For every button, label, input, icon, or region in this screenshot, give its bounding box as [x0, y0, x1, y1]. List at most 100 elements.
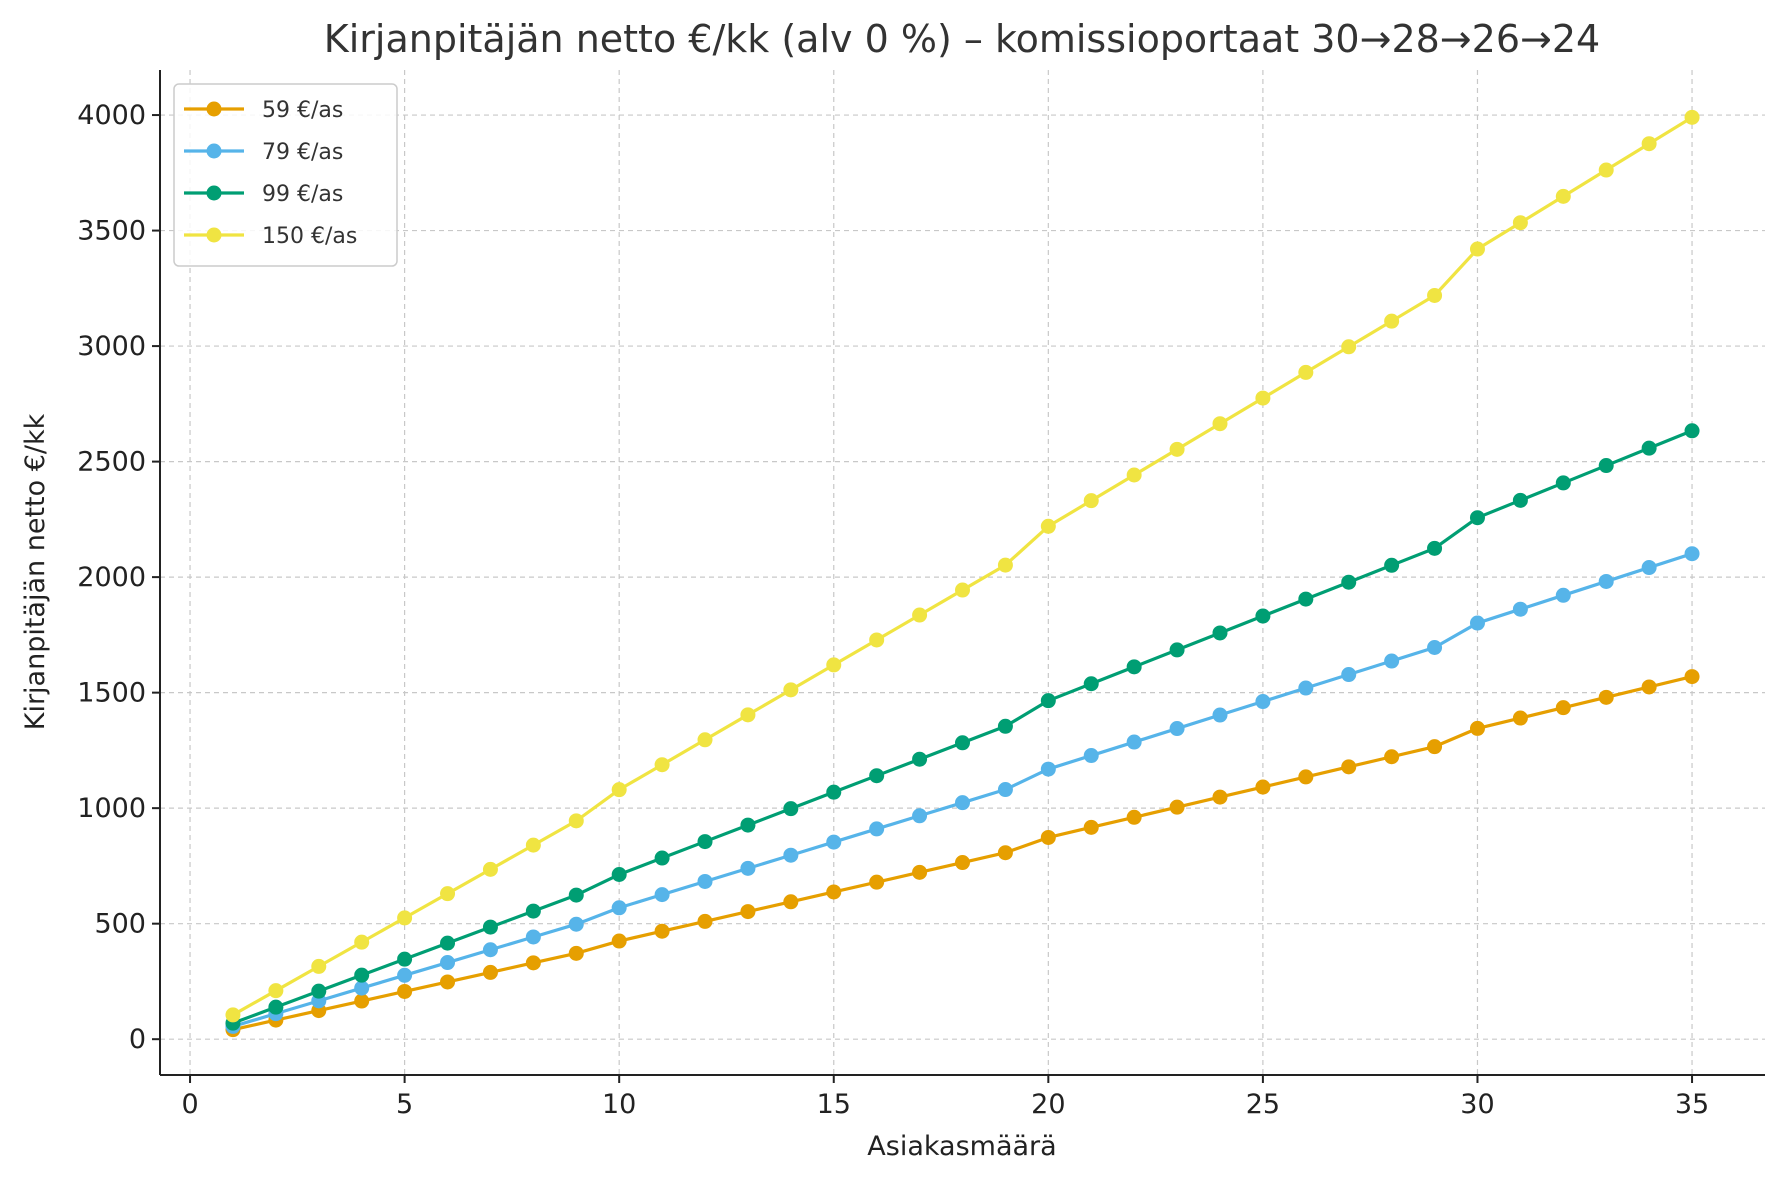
data-point [912, 751, 928, 767]
y-tick-label: 500 [94, 909, 146, 940]
data-point [826, 884, 842, 900]
data-point [525, 903, 541, 919]
data-point [482, 861, 498, 877]
data-point [740, 707, 756, 723]
data-point [1169, 441, 1185, 457]
data-point [697, 834, 713, 850]
data-point [440, 886, 456, 902]
data-point [268, 983, 284, 999]
y-tick-label: 3000 [77, 331, 146, 362]
data-point [1212, 789, 1228, 805]
data-point [568, 945, 584, 961]
data-point [1469, 510, 1485, 526]
x-tick-label: 25 [1246, 1089, 1280, 1120]
data-point [1255, 608, 1271, 624]
data-point [869, 874, 885, 890]
data-point [397, 967, 413, 983]
series-2 [225, 546, 1700, 1034]
data-point [1641, 136, 1657, 152]
data-point [354, 967, 370, 983]
data-point [1040, 829, 1056, 845]
x-tick-label: 5 [396, 1089, 413, 1120]
data-point [1684, 546, 1700, 562]
data-point [1212, 625, 1228, 641]
data-point [783, 894, 799, 910]
data-point [1684, 669, 1700, 685]
data-point [311, 983, 327, 999]
data-point [1684, 109, 1700, 125]
data-point [1598, 689, 1614, 705]
data-point [1598, 573, 1614, 589]
data-point [697, 913, 713, 929]
y-tick-label: 4000 [77, 100, 146, 131]
data-point [783, 847, 799, 863]
data-point [1641, 679, 1657, 695]
data-point [1512, 492, 1528, 508]
y-tick-label: 1000 [77, 793, 146, 824]
series [225, 109, 1700, 1038]
data-point [783, 801, 799, 817]
legend-frame [173, 83, 398, 267]
data-point [912, 607, 928, 623]
data-point [826, 657, 842, 673]
data-point [1641, 560, 1657, 576]
data-point [740, 860, 756, 876]
x-tick-label: 35 [1675, 1089, 1709, 1120]
data-point [826, 784, 842, 800]
data-point [354, 993, 370, 1009]
data-point [1555, 587, 1571, 603]
data-point [225, 1007, 241, 1023]
data-point [354, 934, 370, 950]
data-point [1555, 700, 1571, 716]
data-point [1427, 639, 1443, 655]
series-1 [225, 669, 1700, 1038]
data-point [654, 757, 670, 773]
data-point [1255, 390, 1271, 406]
data-point [1384, 313, 1400, 329]
data-point [1384, 749, 1400, 765]
y-tick-label: 3500 [77, 216, 146, 247]
y-tick-label: 1500 [77, 678, 146, 709]
data-point [997, 782, 1013, 798]
data-point [997, 845, 1013, 861]
data-point [697, 873, 713, 889]
data-point [740, 904, 756, 920]
data-point [997, 718, 1013, 734]
data-point [568, 916, 584, 932]
legend-label: 99 €/as [262, 182, 343, 207]
x-tick-label: 10 [602, 1089, 636, 1120]
data-point [1212, 707, 1228, 723]
data-point [654, 887, 670, 903]
data-point [869, 768, 885, 784]
legend-item: 79 €/as [184, 140, 343, 165]
data-point [1255, 779, 1271, 795]
data-point [525, 929, 541, 945]
legend-item: 99 €/as [184, 182, 343, 207]
y-tick-label: 0 [129, 1024, 146, 1055]
data-point [311, 958, 327, 974]
data-point [611, 900, 627, 916]
legend-swatch-marker [206, 227, 222, 243]
data-point [912, 808, 928, 824]
data-point [440, 935, 456, 951]
data-point [354, 980, 370, 996]
data-point [1126, 734, 1142, 750]
x-tick-label: 20 [1031, 1089, 1065, 1120]
data-point [1555, 188, 1571, 204]
data-point [397, 910, 413, 926]
data-point [1341, 574, 1357, 590]
data-point [1555, 475, 1571, 491]
data-point [1341, 339, 1357, 355]
data-point [654, 923, 670, 939]
data-point [482, 919, 498, 935]
data-point [397, 983, 413, 999]
data-point [1427, 739, 1443, 755]
data-point [482, 942, 498, 958]
data-point [525, 837, 541, 853]
data-point [1469, 241, 1485, 257]
data-point [783, 682, 799, 698]
data-point [955, 795, 970, 811]
data-point [611, 933, 627, 949]
legend: 59 €/as 79 €/as 99 €/as 150 €/as [173, 83, 398, 267]
legend-swatch-marker [206, 101, 222, 117]
